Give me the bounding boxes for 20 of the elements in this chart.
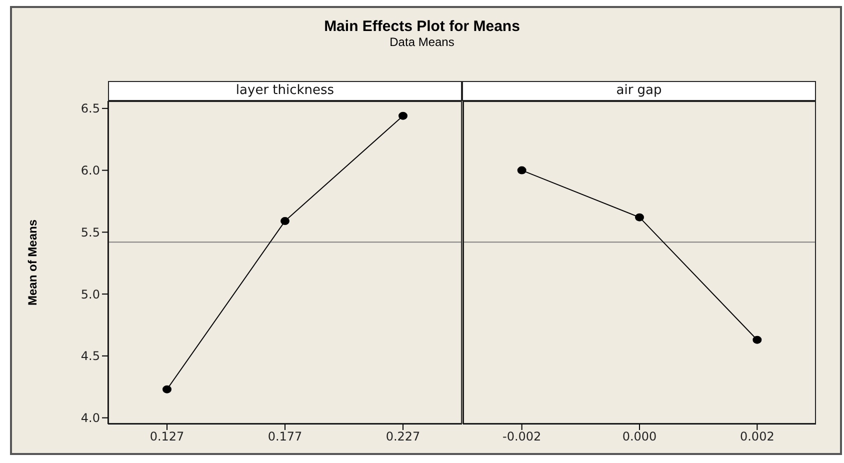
x-tick-label: -0.002	[502, 430, 542, 444]
x-tick-label: 0.177	[268, 430, 302, 444]
y-axis-title: Mean of Means	[25, 219, 40, 306]
x-tick-label: 0.227	[386, 430, 420, 444]
x-tick-label: 0.127	[150, 430, 184, 444]
y-tick-label: 4.5	[80, 349, 100, 364]
x-tick-label: 0.002	[740, 430, 774, 444]
x-tick-label: 0.000	[622, 430, 657, 444]
point	[280, 217, 290, 226]
y-tick-label: 6.5	[80, 102, 100, 116]
y-tick-label: 6.0	[80, 164, 100, 178]
y-tick-label: 4.0	[80, 411, 100, 426]
y-tick-label: 5.0	[80, 287, 100, 302]
text: layer thickness	[236, 83, 334, 98]
text: air gap	[616, 83, 662, 98]
point	[162, 385, 172, 394]
y-tick-label: 5.5	[80, 225, 100, 240]
chart-subtitle: Data Means	[388, 35, 456, 49]
point	[398, 112, 408, 120]
chart-title: Main Effects Plot for Means	[323, 18, 521, 35]
